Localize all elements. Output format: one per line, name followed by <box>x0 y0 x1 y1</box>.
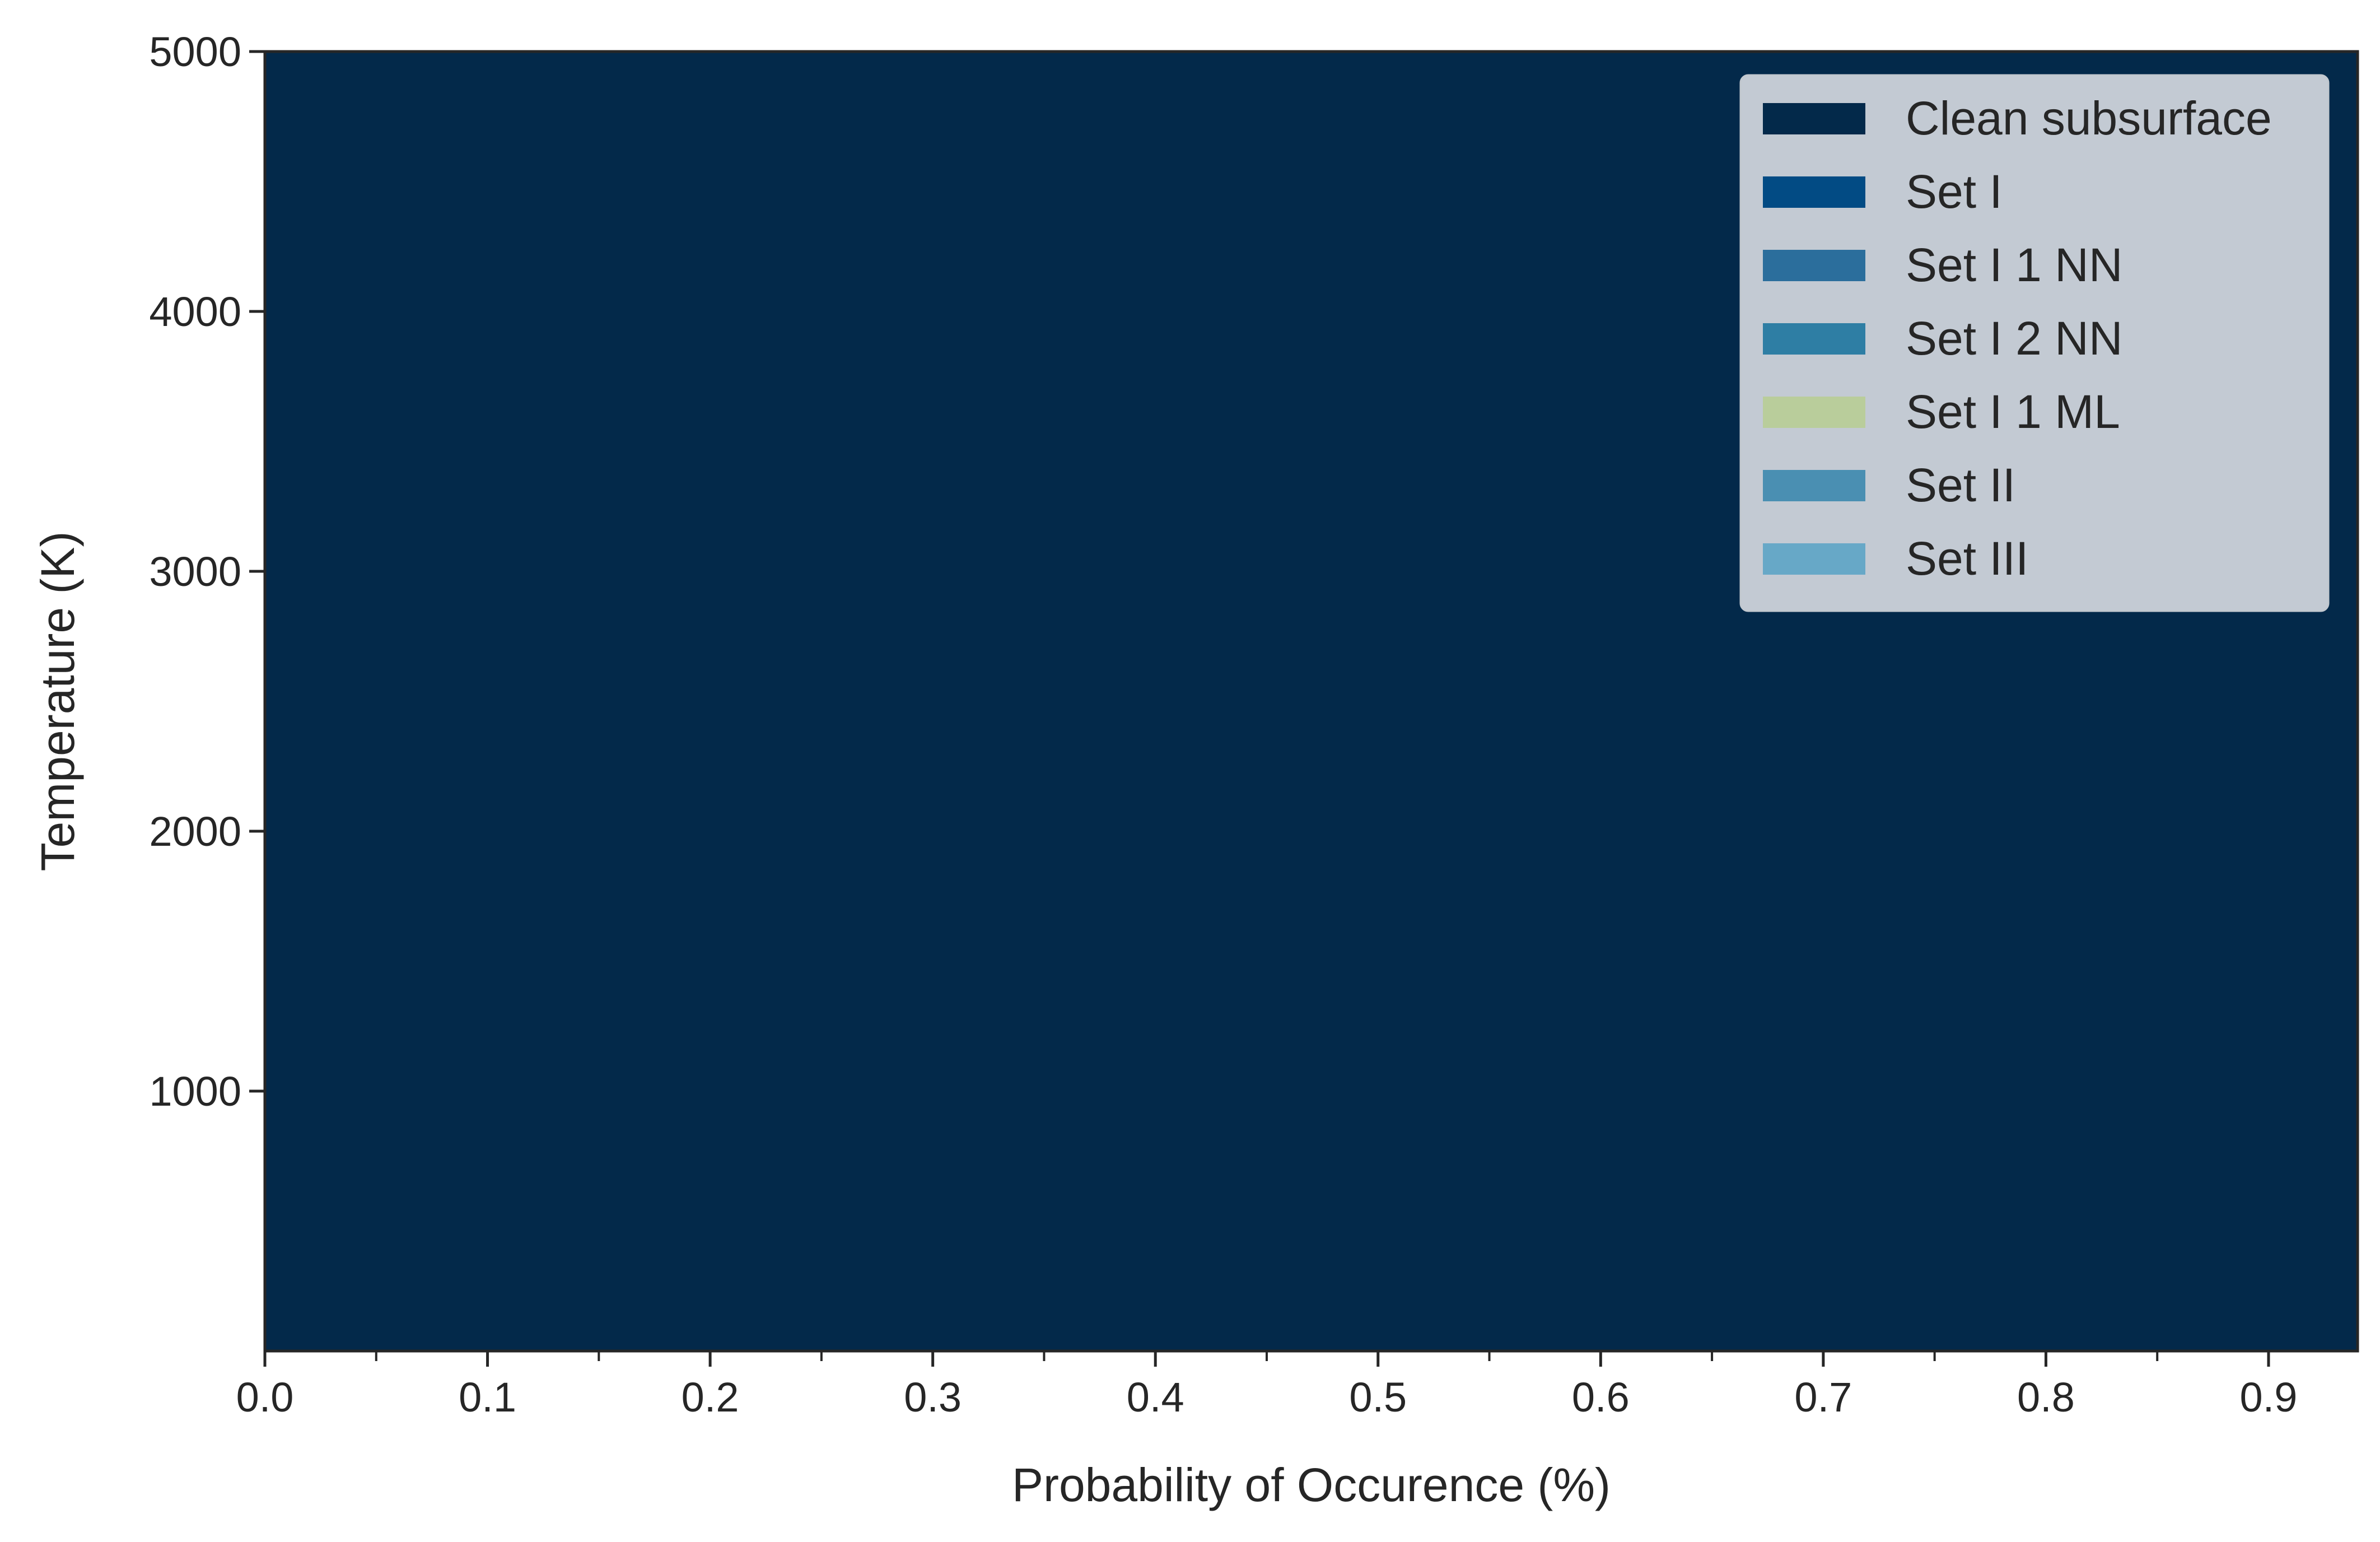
x-axis: 0.0 0.1 0.2 0.3 0.4 0.5 0.6 0.7 0.8 0.9 <box>236 1351 2298 1420</box>
x-tick-label: 0.8 <box>2017 1374 2075 1420</box>
x-tick-label: 0.3 <box>904 1374 962 1420</box>
x-tick-label: 0.4 <box>1127 1374 1184 1420</box>
area-set-ii <box>2358 52 2370 1351</box>
legend-swatch-set-i-1-ml <box>1763 397 1865 428</box>
legend-swatch-set-i-1-nn <box>1763 250 1865 281</box>
legend-label-set-iii: Set III <box>1906 532 2028 585</box>
area-set-iii <box>2358 52 2373 1351</box>
legend-swatch-set-ii <box>1763 470 1865 501</box>
y-axis: 1000 2000 3000 4000 5000 <box>149 29 265 1115</box>
legend-label-set-i: Set I <box>1906 165 2003 218</box>
x-tick-label: 0.9 <box>2240 1374 2298 1420</box>
x-tick-label: 0.5 <box>1349 1374 1407 1420</box>
legend-label-set-i-2-nn: Set I 2 NN <box>1906 312 2122 365</box>
axes <box>263 50 2359 1353</box>
legend-swatch-set-iii <box>1763 543 1865 575</box>
legend-box <box>1739 74 2330 612</box>
legend-swatch-set-i-2-nn <box>1763 323 1865 355</box>
legend-label-set-i-1-ml: Set I 1 ML <box>1906 385 2120 438</box>
legend-swatch-set-i <box>1763 176 1865 208</box>
x-tick-label: 0.1 <box>459 1374 516 1420</box>
x-tick-label: 0.7 <box>1794 1374 1852 1420</box>
y-tick-label: 4000 <box>149 288 241 335</box>
y-tick-label: 3000 <box>149 548 241 595</box>
legend: Clean subsurface Set I Set I 1 NN Set I 2 N… <box>1739 74 2330 612</box>
legend-label-set-ii: Set II <box>1906 459 2015 511</box>
axes-frame <box>263 50 2359 1353</box>
y-axis-label: Temperature (K) <box>31 532 84 872</box>
x-tick-label: 0.0 <box>236 1374 294 1420</box>
legend-label-set-i-1-nn: Set I 1 NN <box>1906 239 2122 291</box>
y-tick-label: 5000 <box>149 29 241 75</box>
x-tick-label: 0.2 <box>682 1374 739 1420</box>
legend-swatch-clean-subsurface <box>1763 103 1865 134</box>
x-tick-label: 0.6 <box>1572 1374 1630 1420</box>
x-axis-label: Probability of Occurence (%) <box>1012 1459 1611 1511</box>
y-tick-label: 1000 <box>149 1068 241 1115</box>
y-tick-label: 2000 <box>149 808 241 855</box>
legend-label-clean-subsurface: Clean subsurface <box>1906 92 2272 145</box>
